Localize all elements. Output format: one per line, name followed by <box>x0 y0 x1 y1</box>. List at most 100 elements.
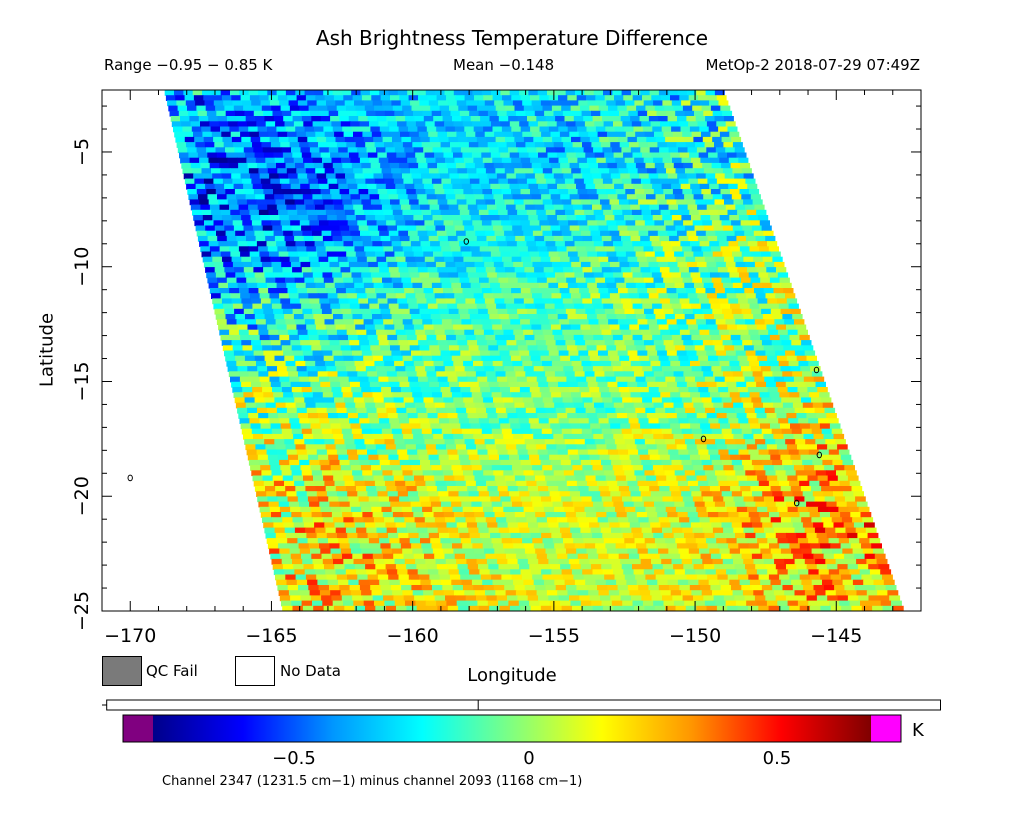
swath-cell <box>236 157 247 164</box>
swath-cell <box>553 173 564 180</box>
swath-cell <box>415 366 426 372</box>
swath-cell <box>707 324 718 331</box>
swath-cell <box>425 225 436 232</box>
swath-cell <box>677 480 689 487</box>
swath-cell <box>512 194 523 200</box>
swath-cell <box>432 319 443 325</box>
swath-cell <box>567 314 578 320</box>
swath-cell <box>448 454 460 461</box>
swath-cell <box>449 173 460 180</box>
swath-cell <box>427 95 438 101</box>
swath-cell <box>507 209 518 216</box>
swath-cell <box>248 90 259 96</box>
swath-cell <box>243 392 254 398</box>
swath-cell <box>325 209 337 216</box>
swath-cell <box>436 486 448 492</box>
swath-cell <box>305 444 317 451</box>
swath-cell <box>432 470 444 477</box>
swath-cell <box>197 235 209 242</box>
swath-cell <box>677 230 688 237</box>
swath-cell <box>554 334 565 341</box>
swath-cell <box>420 241 431 247</box>
swath-cell <box>522 261 534 268</box>
swath-cell <box>435 90 445 96</box>
swath-cell <box>694 314 705 320</box>
swath-cell <box>482 324 493 331</box>
swath-cell <box>207 194 218 200</box>
swath-cell <box>799 392 810 398</box>
swath-cell <box>853 491 864 497</box>
swath-cell <box>347 183 358 190</box>
swath-cell <box>496 444 507 451</box>
swath-cell <box>333 277 344 284</box>
swath-cell <box>290 506 301 513</box>
swath-cell <box>257 496 268 503</box>
swath-cell <box>629 142 640 148</box>
swath-cell <box>626 345 637 352</box>
swath-cell <box>469 209 480 216</box>
swath-cell <box>537 449 549 456</box>
swath-cell <box>213 178 224 185</box>
swath-cell <box>346 105 356 112</box>
swath-cell <box>597 413 608 419</box>
swath-cell <box>467 376 478 383</box>
swath-cell <box>447 100 458 107</box>
swath-cell <box>240 334 251 341</box>
swath-cell <box>398 230 409 237</box>
swath-cell <box>382 470 394 477</box>
swath-cell <box>336 449 348 456</box>
swath-cell <box>262 345 273 352</box>
swath-cell <box>739 392 751 398</box>
swath-cell <box>235 230 246 237</box>
swath-cell <box>753 433 764 440</box>
swath-cell <box>630 235 641 242</box>
swath-cell <box>269 100 280 107</box>
swath-cell <box>738 418 749 424</box>
swath-cell <box>299 142 310 148</box>
swath-cell <box>345 444 357 451</box>
swath-cell <box>277 454 289 461</box>
swath-cell <box>253 267 264 273</box>
swath-cell <box>352 470 363 477</box>
swath-cell <box>634 100 645 107</box>
swath-cell <box>495 334 506 341</box>
swath-cell <box>370 423 382 430</box>
swath-cell <box>595 475 607 482</box>
swath-cell <box>239 288 250 294</box>
swath-cell <box>481 121 492 128</box>
swath-cell <box>692 105 703 112</box>
swath-cell <box>440 350 451 357</box>
swath-cell <box>390 95 400 101</box>
swath-cell <box>685 376 696 383</box>
swath-cell <box>833 433 845 440</box>
swath-cell <box>321 267 332 273</box>
swath-cell <box>508 277 519 284</box>
swath-cell <box>624 470 635 477</box>
swath-cell <box>558 282 569 289</box>
swath-cell <box>351 126 362 133</box>
swath-cell <box>466 168 477 174</box>
swath-cell <box>468 142 479 148</box>
swath-cell <box>395 116 406 122</box>
swath-cell <box>731 220 742 227</box>
swath-cell <box>422 392 433 398</box>
swath-cell <box>665 407 676 414</box>
swath-cell <box>732 168 743 174</box>
swath-cell <box>607 162 618 169</box>
swath-cell <box>458 173 469 180</box>
swath-cell <box>692 220 703 227</box>
swath-cell <box>636 512 648 518</box>
swath-cell <box>642 334 653 341</box>
swath-cell <box>463 397 474 404</box>
swath-cell <box>576 246 587 253</box>
swath-cell <box>527 449 539 456</box>
swath-cell <box>338 454 349 461</box>
swath-cell <box>278 209 289 216</box>
swath-cell <box>285 360 297 367</box>
swath-cell <box>497 449 509 456</box>
swath-cell <box>400 308 411 315</box>
swath-cell <box>356 486 367 492</box>
swath-cell <box>568 189 579 195</box>
swath-cell <box>314 397 325 404</box>
swath-cell <box>257 204 268 211</box>
